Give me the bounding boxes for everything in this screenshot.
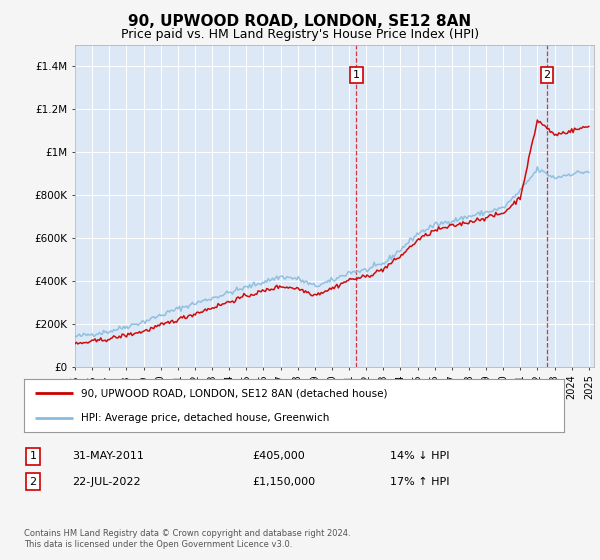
Text: £1,150,000: £1,150,000 <box>252 477 315 487</box>
Text: £405,000: £405,000 <box>252 451 305 461</box>
Text: 90, UPWOOD ROAD, LONDON, SE12 8AN: 90, UPWOOD ROAD, LONDON, SE12 8AN <box>128 14 472 29</box>
Text: 1: 1 <box>29 451 37 461</box>
Text: 1: 1 <box>353 70 360 80</box>
Text: HPI: Average price, detached house, Greenwich: HPI: Average price, detached house, Gree… <box>80 413 329 423</box>
Text: 31-MAY-2011: 31-MAY-2011 <box>72 451 144 461</box>
Text: 14% ↓ HPI: 14% ↓ HPI <box>390 451 449 461</box>
Text: 90, UPWOOD ROAD, LONDON, SE12 8AN (detached house): 90, UPWOOD ROAD, LONDON, SE12 8AN (detac… <box>80 389 387 399</box>
Text: Price paid vs. HM Land Registry's House Price Index (HPI): Price paid vs. HM Land Registry's House … <box>121 28 479 41</box>
Text: Contains HM Land Registry data © Crown copyright and database right 2024.
This d: Contains HM Land Registry data © Crown c… <box>24 529 350 549</box>
Text: 2: 2 <box>29 477 37 487</box>
Text: 17% ↑ HPI: 17% ↑ HPI <box>390 477 449 487</box>
Text: 2: 2 <box>544 70 550 80</box>
Text: 22-JUL-2022: 22-JUL-2022 <box>72 477 140 487</box>
